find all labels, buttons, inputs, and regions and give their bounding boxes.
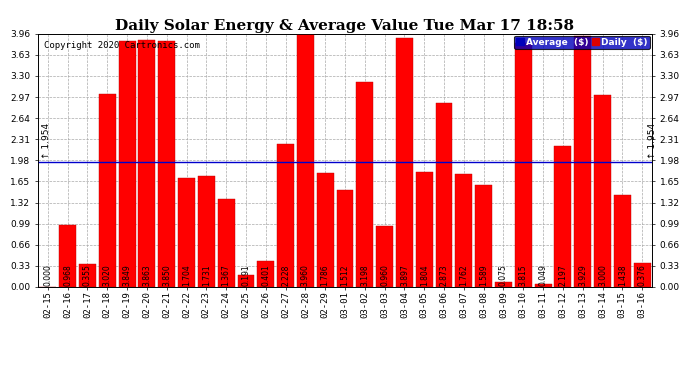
Text: 2.873: 2.873 bbox=[440, 264, 449, 286]
Text: 3.897: 3.897 bbox=[400, 264, 409, 286]
Bar bbox=[614, 195, 631, 287]
Bar bbox=[79, 264, 96, 287]
Bar bbox=[297, 34, 314, 287]
Text: 3.850: 3.850 bbox=[162, 264, 171, 286]
Bar bbox=[158, 41, 175, 287]
Text: 0.376: 0.376 bbox=[638, 264, 647, 286]
Bar bbox=[416, 172, 433, 287]
Text: 3.863: 3.863 bbox=[142, 264, 151, 286]
Text: 1.512: 1.512 bbox=[340, 264, 350, 286]
Text: 0.960: 0.960 bbox=[380, 264, 389, 286]
Text: 0.049: 0.049 bbox=[539, 264, 548, 286]
Bar bbox=[198, 176, 215, 287]
Text: 2.228: 2.228 bbox=[281, 264, 290, 286]
Bar bbox=[59, 225, 76, 287]
Text: ↑ 1.954: ↑ 1.954 bbox=[42, 123, 51, 159]
Text: 3.960: 3.960 bbox=[301, 264, 310, 286]
Text: 3.929: 3.929 bbox=[578, 264, 587, 286]
Text: 1.438: 1.438 bbox=[618, 264, 627, 286]
Bar bbox=[555, 147, 571, 287]
Bar bbox=[237, 274, 255, 287]
Bar bbox=[139, 40, 155, 287]
Bar bbox=[277, 144, 294, 287]
Text: 3.815: 3.815 bbox=[519, 264, 528, 286]
Text: 2.197: 2.197 bbox=[558, 264, 567, 286]
Bar bbox=[317, 173, 333, 287]
Text: 0.968: 0.968 bbox=[63, 264, 72, 286]
Text: ↑ 1.954: ↑ 1.954 bbox=[648, 123, 657, 159]
Text: 3.849: 3.849 bbox=[123, 264, 132, 286]
Bar bbox=[178, 178, 195, 287]
Bar bbox=[455, 174, 472, 287]
Text: 3.198: 3.198 bbox=[360, 264, 369, 286]
Bar bbox=[495, 282, 512, 287]
Text: 3.020: 3.020 bbox=[103, 264, 112, 286]
Text: 1.762: 1.762 bbox=[460, 264, 469, 286]
Bar bbox=[535, 284, 551, 287]
Text: 0.191: 0.191 bbox=[241, 264, 250, 286]
Text: 1.731: 1.731 bbox=[202, 264, 211, 286]
Bar bbox=[99, 94, 116, 287]
Bar bbox=[574, 36, 591, 287]
Bar bbox=[435, 103, 453, 287]
Text: 1.804: 1.804 bbox=[420, 264, 428, 286]
Text: 0.401: 0.401 bbox=[262, 264, 270, 286]
Title: Daily Solar Energy & Average Value Tue Mar 17 18:58: Daily Solar Energy & Average Value Tue M… bbox=[115, 19, 575, 33]
Text: Copyright 2020 Cartronics.com: Copyright 2020 Cartronics.com bbox=[44, 41, 200, 50]
Bar bbox=[337, 190, 353, 287]
Bar bbox=[594, 95, 611, 287]
Bar bbox=[633, 263, 651, 287]
Bar bbox=[119, 41, 135, 287]
Text: 1.367: 1.367 bbox=[221, 264, 230, 286]
Text: 0.075: 0.075 bbox=[499, 264, 508, 286]
Bar bbox=[515, 43, 532, 287]
Bar bbox=[357, 82, 373, 287]
Text: 1.704: 1.704 bbox=[182, 264, 191, 286]
Text: 1.786: 1.786 bbox=[321, 264, 330, 286]
Text: 1.589: 1.589 bbox=[479, 264, 488, 286]
Bar bbox=[475, 185, 492, 287]
Text: 0.355: 0.355 bbox=[83, 264, 92, 286]
Bar bbox=[257, 261, 274, 287]
Bar bbox=[218, 200, 235, 287]
Bar bbox=[376, 225, 393, 287]
Text: 3.000: 3.000 bbox=[598, 264, 607, 286]
Text: 0.000: 0.000 bbox=[43, 264, 52, 286]
Legend: Average  ($), Daily  ($): Average ($), Daily ($) bbox=[514, 36, 650, 49]
Bar bbox=[396, 38, 413, 287]
